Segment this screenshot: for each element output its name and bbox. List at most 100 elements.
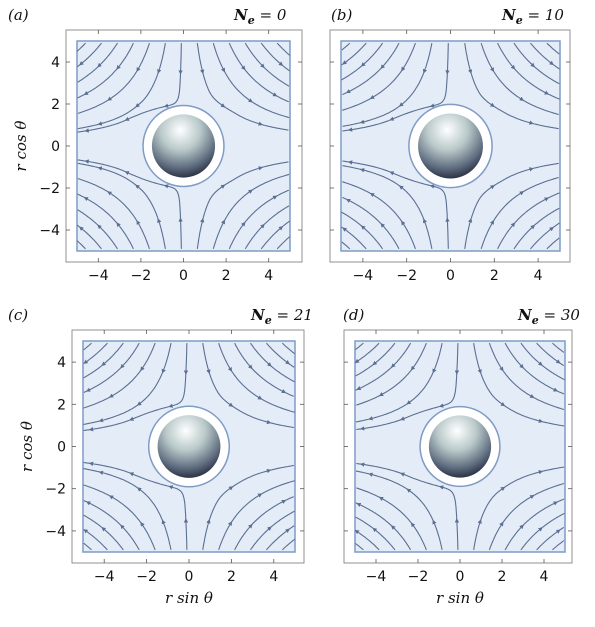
streamline — [529, 222, 560, 250]
stream-arrow — [227, 366, 233, 372]
stream-arrow — [530, 224, 536, 230]
stream-arrow — [529, 494, 535, 500]
streamline — [480, 42, 559, 116]
streamline — [488, 342, 565, 411]
stream-arrow — [260, 223, 265, 229]
stream-arrow — [432, 368, 437, 374]
stream-arrow — [354, 529, 360, 535]
streamline — [355, 502, 412, 551]
stream-arrow — [101, 526, 107, 532]
x-tick-label: 4 — [264, 268, 273, 284]
y-tick-label: −4 — [39, 223, 60, 239]
streamline — [529, 42, 560, 70]
x-tick-label: −2 — [408, 569, 429, 585]
streamline — [356, 487, 427, 551]
stream-arrow — [372, 360, 378, 366]
streamline — [342, 196, 400, 250]
stream-arrow — [136, 487, 142, 492]
stream-arrow — [227, 521, 233, 527]
stream-arrow — [136, 220, 141, 225]
streamline — [76, 240, 86, 250]
streamline — [76, 42, 86, 52]
stream-arrow — [369, 193, 375, 198]
streamline — [342, 181, 417, 250]
stream-arrow — [79, 61, 84, 66]
stream-arrow — [544, 90, 550, 95]
y-tick-label: 0 — [51, 139, 60, 155]
stream-arrow — [278, 61, 284, 67]
stream-arrow — [549, 60, 554, 66]
streamline — [480, 176, 559, 250]
stream-arrow — [345, 89, 351, 94]
y-tick-label: 0 — [57, 440, 66, 456]
stream-arrow — [553, 501, 558, 506]
stream-arrow — [285, 360, 290, 365]
x-tick-label: 0 — [456, 569, 465, 585]
stream-arrow — [510, 222, 516, 228]
stream-arrow — [220, 67, 225, 73]
stream-arrow — [83, 359, 89, 364]
sphere — [428, 415, 492, 478]
stream-arrow — [136, 67, 141, 72]
streamline — [212, 173, 290, 250]
stream-arrow — [228, 486, 234, 491]
stream-arrow — [83, 197, 89, 202]
stream-arrow — [129, 416, 135, 421]
stream-arrow — [248, 364, 253, 370]
stream-arrow — [97, 62, 102, 68]
stream-arrow — [356, 386, 362, 391]
stream-arrow — [120, 524, 125, 530]
sphere — [157, 415, 221, 478]
stream-arrow — [97, 224, 102, 230]
streamlines — [76, 42, 291, 250]
streamline — [342, 43, 449, 132]
streamline — [355, 342, 364, 351]
stream-arrow — [380, 64, 386, 69]
streamline — [83, 342, 92, 351]
stream-arrow — [260, 63, 265, 69]
streamline — [77, 193, 134, 250]
stream-arrow — [345, 198, 351, 203]
stream-arrow — [400, 472, 405, 477]
stream-arrow — [489, 67, 495, 73]
stream-arrow — [135, 103, 140, 108]
stream-arrow — [266, 526, 272, 531]
stream-arrow — [107, 96, 113, 101]
stream-arrow — [499, 521, 504, 527]
stream-arrow — [107, 191, 113, 196]
stream-arrow — [406, 488, 412, 493]
stream-arrow — [400, 416, 405, 421]
streamlines — [83, 342, 296, 551]
x-tick-label: −4 — [94, 569, 115, 585]
streamline — [281, 538, 296, 551]
stream-arrow — [406, 400, 412, 405]
streamline — [355, 342, 443, 423]
x-tick-label: −2 — [396, 268, 417, 284]
stream-arrow — [248, 98, 253, 103]
x-tick-label: 0 — [185, 569, 194, 585]
x-axis-title: r sin θ — [436, 589, 484, 607]
x-tick-label: 2 — [498, 569, 507, 585]
stream-arrow — [140, 366, 145, 372]
stream-arrow — [489, 219, 495, 225]
stream-arrow — [390, 525, 396, 530]
stream-arrow — [228, 402, 234, 407]
stream-arrow — [108, 495, 114, 500]
streamline — [260, 220, 291, 250]
stream-arrow — [519, 96, 525, 101]
y-axis-title: r cos θ — [12, 121, 30, 172]
stream-arrow — [555, 529, 561, 534]
stream-arrow — [108, 393, 114, 398]
stream-arrow — [360, 225, 366, 230]
y-tick-label: −2 — [39, 181, 60, 197]
stream-arrow — [248, 523, 253, 529]
y-tick-label: −4 — [45, 524, 66, 540]
stream-arrow — [161, 519, 166, 525]
streamline — [355, 470, 443, 551]
x-tick-label: −2 — [131, 268, 152, 284]
sphere — [151, 114, 216, 178]
ne-label: Ne = 21 — [250, 306, 313, 327]
stream-arrow — [278, 225, 284, 231]
stream-arrow — [537, 527, 543, 532]
stream-arrow — [500, 486, 506, 492]
